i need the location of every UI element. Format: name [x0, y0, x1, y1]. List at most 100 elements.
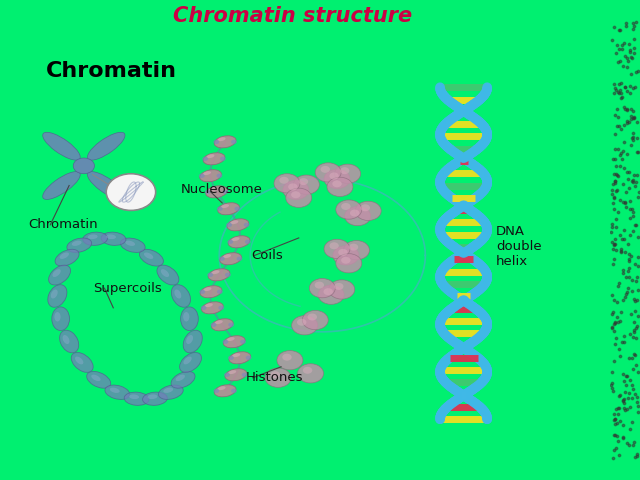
Point — [615, 317, 625, 325]
Circle shape — [341, 203, 351, 210]
Ellipse shape — [75, 357, 83, 364]
Point — [629, 36, 639, 43]
Ellipse shape — [88, 171, 125, 200]
Point — [630, 391, 640, 398]
Point — [621, 273, 632, 281]
Ellipse shape — [67, 238, 92, 252]
Point — [625, 330, 635, 338]
Point — [617, 94, 627, 101]
Point — [629, 438, 639, 446]
Ellipse shape — [51, 289, 58, 299]
Circle shape — [231, 389, 237, 393]
Point — [611, 335, 621, 342]
Circle shape — [318, 285, 344, 304]
Circle shape — [324, 169, 350, 189]
Point — [614, 417, 625, 425]
Circle shape — [330, 172, 339, 180]
Point — [619, 338, 629, 346]
Point — [612, 172, 623, 180]
Point — [611, 86, 621, 94]
Circle shape — [207, 273, 213, 277]
Point — [616, 156, 627, 163]
Circle shape — [324, 239, 350, 258]
Text: Nucleosome: Nucleosome — [181, 183, 263, 196]
Point — [609, 240, 620, 247]
Point — [630, 260, 640, 267]
Point — [628, 84, 638, 92]
Point — [621, 20, 632, 27]
Circle shape — [219, 256, 225, 261]
Point — [627, 354, 637, 362]
Point — [632, 134, 640, 142]
Point — [618, 147, 628, 155]
Ellipse shape — [200, 286, 222, 298]
Text: Chromatin structure: Chromatin structure — [173, 6, 412, 25]
Point — [629, 350, 639, 358]
Point — [632, 297, 640, 304]
Point — [628, 213, 638, 220]
Point — [619, 104, 629, 111]
Point — [632, 118, 640, 125]
Point — [632, 322, 640, 329]
Point — [609, 327, 619, 335]
Point — [632, 402, 640, 409]
Circle shape — [308, 313, 317, 321]
Circle shape — [344, 240, 369, 260]
Ellipse shape — [174, 289, 181, 299]
Point — [628, 334, 639, 341]
Point — [614, 451, 625, 459]
Point — [612, 41, 623, 49]
Point — [616, 79, 627, 86]
Point — [629, 454, 639, 461]
Point — [608, 180, 618, 188]
Point — [607, 384, 617, 392]
Point — [609, 296, 620, 303]
Circle shape — [355, 201, 381, 220]
Circle shape — [279, 177, 289, 184]
Point — [609, 432, 619, 439]
Circle shape — [199, 174, 205, 178]
Point — [609, 255, 620, 263]
Point — [611, 299, 621, 306]
Circle shape — [286, 188, 312, 207]
Ellipse shape — [106, 234, 116, 239]
Point — [614, 392, 624, 399]
Point — [622, 119, 632, 127]
Point — [622, 87, 632, 95]
Point — [631, 361, 640, 369]
Circle shape — [321, 166, 330, 173]
Point — [626, 71, 636, 78]
Ellipse shape — [207, 154, 214, 158]
Point — [606, 382, 616, 389]
Circle shape — [350, 210, 360, 216]
Ellipse shape — [159, 385, 183, 399]
Circle shape — [240, 339, 246, 344]
Point — [632, 233, 640, 241]
Point — [633, 287, 640, 294]
Point — [610, 177, 620, 184]
Point — [616, 249, 627, 256]
Point — [630, 84, 640, 91]
Point — [621, 22, 631, 29]
Circle shape — [309, 278, 335, 298]
Circle shape — [302, 311, 328, 330]
Point — [628, 179, 639, 186]
Point — [623, 57, 634, 64]
Ellipse shape — [105, 385, 130, 399]
Point — [622, 150, 632, 158]
Point — [607, 238, 618, 245]
Circle shape — [332, 180, 342, 187]
Point — [610, 236, 620, 243]
Point — [607, 36, 617, 44]
Ellipse shape — [60, 330, 79, 353]
Point — [623, 257, 634, 265]
Point — [621, 106, 632, 113]
Ellipse shape — [92, 375, 100, 381]
Point — [609, 24, 619, 31]
Circle shape — [282, 354, 292, 360]
Point — [632, 193, 640, 201]
Point — [620, 249, 630, 256]
Ellipse shape — [86, 372, 111, 388]
Point — [607, 379, 618, 386]
Point — [627, 177, 637, 185]
